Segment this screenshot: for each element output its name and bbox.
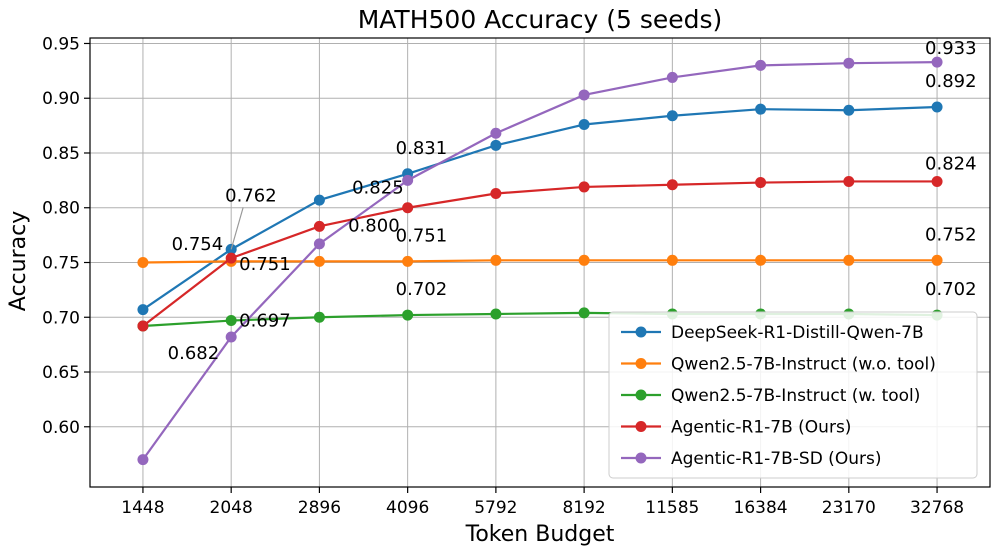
legend-marker [635, 389, 647, 401]
data-point [490, 254, 502, 266]
data-point [313, 194, 325, 206]
legend-label: Qwen2.5-7B-Instruct (w.o. tool) [671, 355, 936, 375]
data-label: 0.831 [396, 138, 448, 159]
data-point [137, 454, 149, 466]
chart-title: MATH500 Accuracy (5 seeds) [358, 5, 723, 34]
data-label: 0.752 [925, 224, 977, 245]
data-point [843, 175, 855, 187]
x-tick-label: 2048 [210, 498, 253, 518]
data-label: 0.800 [348, 216, 400, 237]
data-point [755, 254, 767, 266]
y-tick-label: 0.65 [42, 363, 80, 383]
data-point [843, 57, 855, 69]
data-point [225, 252, 237, 264]
legend-label: Qwen2.5-7B-Instruct (w. tool) [671, 386, 920, 406]
data-label: 0.933 [925, 38, 977, 59]
legend-marker [635, 421, 647, 432]
data-point [225, 331, 237, 343]
data-label: 0.824 [925, 153, 977, 174]
data-point [313, 220, 325, 232]
series-line-3 [142, 180, 938, 327]
data-point [931, 101, 943, 113]
data-label: 0.682 [168, 343, 220, 364]
data-point [666, 179, 678, 191]
x-tick-label: 4096 [386, 498, 429, 518]
series-line-1 [142, 259, 938, 264]
data-point [931, 175, 943, 187]
data-point [578, 119, 590, 131]
legend-marker [635, 358, 647, 369]
data-point [666, 110, 678, 122]
data-point [137, 257, 149, 268]
legend-marker [635, 452, 647, 464]
data-label: 0.754 [172, 234, 224, 255]
y-tick-label: 0.80 [42, 199, 80, 219]
data-point [578, 307, 590, 319]
data-point [843, 254, 855, 266]
x-tick-label: 2896 [298, 498, 341, 518]
y-tick-label: 0.75 [42, 254, 80, 274]
data-point [666, 254, 678, 266]
data-point [490, 188, 502, 200]
axes: 1448 2048 2896 4096 5792 8192 11585 16384 23170 3… [42, 34, 991, 518]
data-point [931, 254, 943, 266]
x-tick-label: 5792 [474, 498, 517, 518]
data-label: 0.892 [925, 71, 977, 92]
data-point [313, 255, 325, 267]
data-point [402, 202, 414, 214]
data-point [402, 255, 414, 267]
data-point [755, 59, 767, 71]
data-point [578, 181, 590, 193]
data-label: 0.697 [239, 311, 291, 332]
series-line-4 [142, 60, 938, 461]
data-label: 0.825 [352, 177, 404, 198]
data-point [578, 254, 590, 266]
data-labels: 0.762 0.831 0.892 0.751 0.752 0.697 0.702 0.702… [168, 38, 977, 364]
data-label: 0.762 [225, 185, 277, 206]
data-point [755, 177, 767, 189]
data-point [225, 315, 237, 327]
x-tick-label: 23170 [822, 498, 876, 518]
data-point [490, 127, 502, 139]
data-label: 0.702 [396, 279, 448, 300]
data-point [313, 238, 325, 250]
y-tick-label: 0.70 [42, 308, 80, 328]
data-point [755, 103, 767, 115]
x-tick-label: 32768 [910, 498, 964, 518]
y-tick-label: 0.90 [42, 89, 80, 109]
data-label: 0.751 [239, 254, 291, 275]
data-point [137, 304, 149, 316]
x-tick-label: 8192 [562, 498, 605, 518]
data-point [402, 309, 414, 321]
legend-box [608, 311, 978, 479]
legend-marker [635, 326, 647, 338]
x-tick-label: 16384 [734, 498, 788, 518]
x-tick-label: 11585 [645, 498, 699, 518]
annotation-leader [230, 207, 244, 250]
y-tick-label: 0.60 [42, 418, 80, 438]
legend-label: DeepSeek-R1-Distill-Qwen-7B [671, 323, 924, 343]
data-label: 0.702 [925, 279, 977, 300]
y-tick-label: 0.95 [42, 34, 80, 54]
data-label: 0.751 [396, 225, 448, 246]
data-point [666, 71, 678, 83]
data-point [578, 89, 590, 101]
series-line-0 [142, 105, 938, 311]
legend-label: Agentic-R1-7B-SD (Ours) [671, 449, 881, 469]
data-point [313, 311, 325, 323]
data-point [490, 139, 502, 151]
y-tick-label: 0.85 [42, 144, 80, 164]
data-point [402, 174, 414, 186]
x-axis-title: Token Budget [465, 522, 615, 547]
x-tick-label: 1448 [121, 498, 164, 518]
data-point [137, 320, 149, 332]
legend: DeepSeek-R1-Distill-Qwen-7B Qwen2.5-7B-In… [608, 311, 978, 479]
data-point [931, 56, 943, 68]
data-point [490, 308, 502, 320]
y-axis-title: Accuracy [6, 211, 31, 311]
data-point [843, 104, 855, 116]
legend-label: Agentic-R1-7B (Ours) [671, 418, 851, 438]
